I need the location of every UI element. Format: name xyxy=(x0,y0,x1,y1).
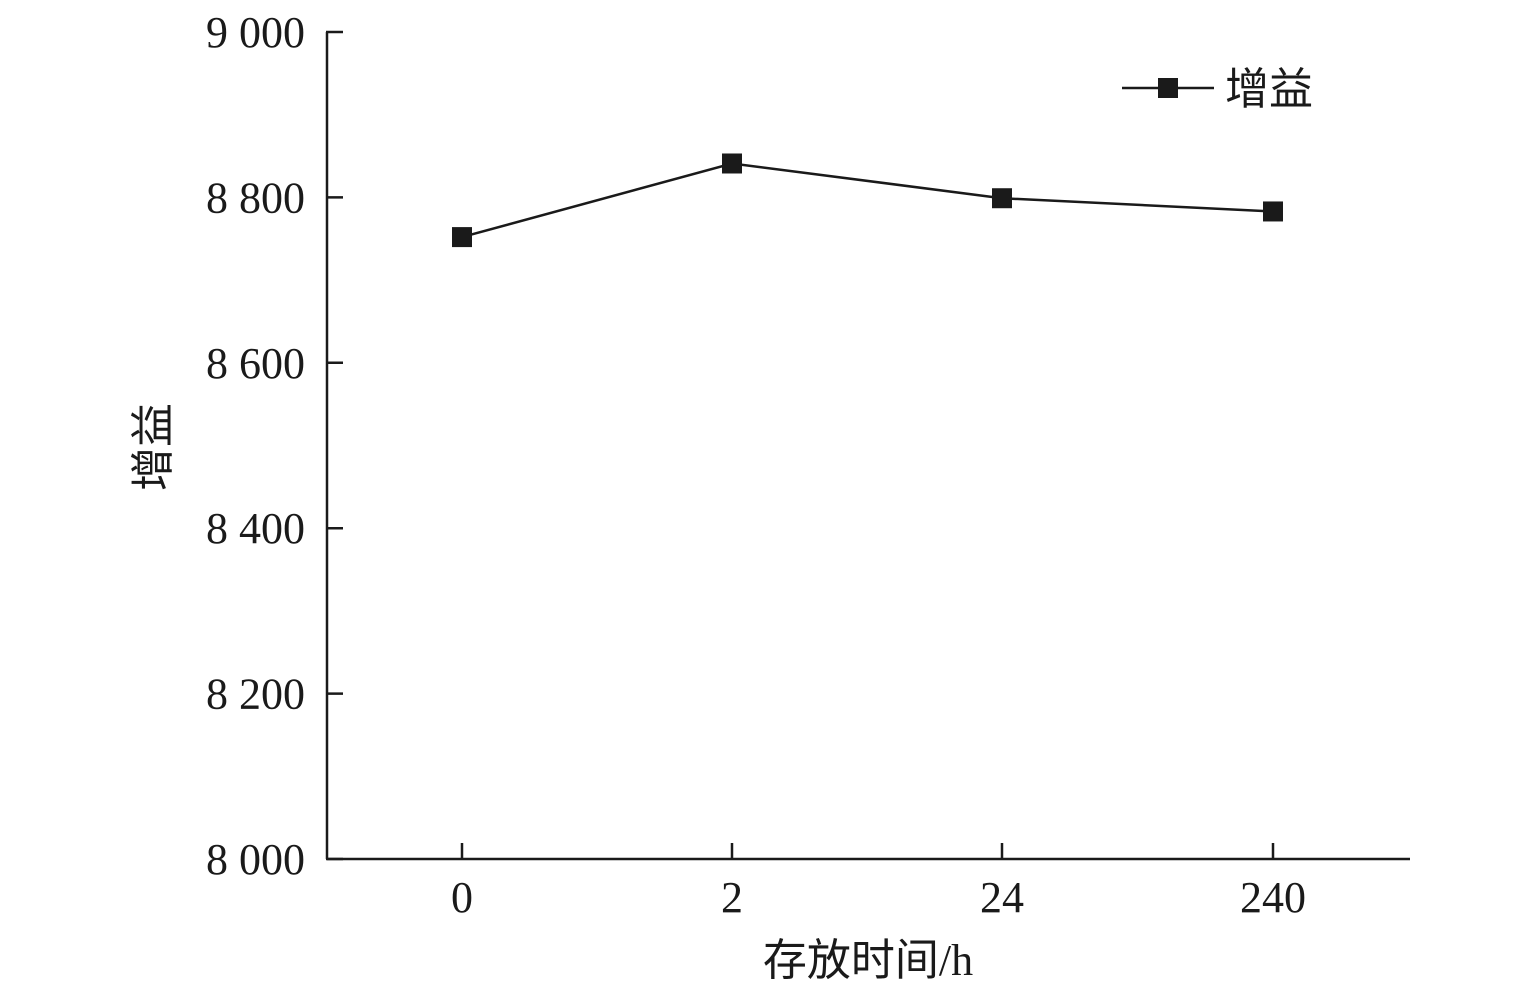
legend-entry-label: 增益 xyxy=(1225,65,1313,114)
x-tick-label: 2 xyxy=(721,873,743,922)
data-point-marker xyxy=(722,153,742,174)
axes xyxy=(325,32,1410,861)
y-tick-label: 8 600 xyxy=(206,339,305,388)
x-axis-ticks: 0 2 24 240 xyxy=(451,843,1306,922)
x-tick-label: 24 xyxy=(980,873,1024,922)
legend-marker-swatch xyxy=(1158,78,1178,98)
data-point-marker xyxy=(992,188,1012,209)
y-axis-title: 增益 xyxy=(129,403,178,491)
legend: 增益 xyxy=(1122,65,1313,114)
series-line xyxy=(461,162,1274,239)
x-tick-label: 0 xyxy=(451,873,473,922)
data-point-marker xyxy=(1263,201,1283,222)
y-tick-label: 9 000 xyxy=(206,8,305,57)
x-tick-label: 240 xyxy=(1240,873,1306,922)
y-tick-label: 8 400 xyxy=(206,504,305,553)
y-axis-ticks: 8 000 8 200 8 400 8 600 8 800 9 000 xyxy=(206,8,343,884)
y-tick-label: 8 800 xyxy=(206,173,305,222)
x-axis-title: 存放时间/h xyxy=(763,936,973,985)
data-point-marker xyxy=(452,227,472,248)
y-tick-label: 8 000 xyxy=(206,835,305,884)
y-tick-label: 8 200 xyxy=(206,670,305,719)
series-layer xyxy=(452,153,1283,248)
